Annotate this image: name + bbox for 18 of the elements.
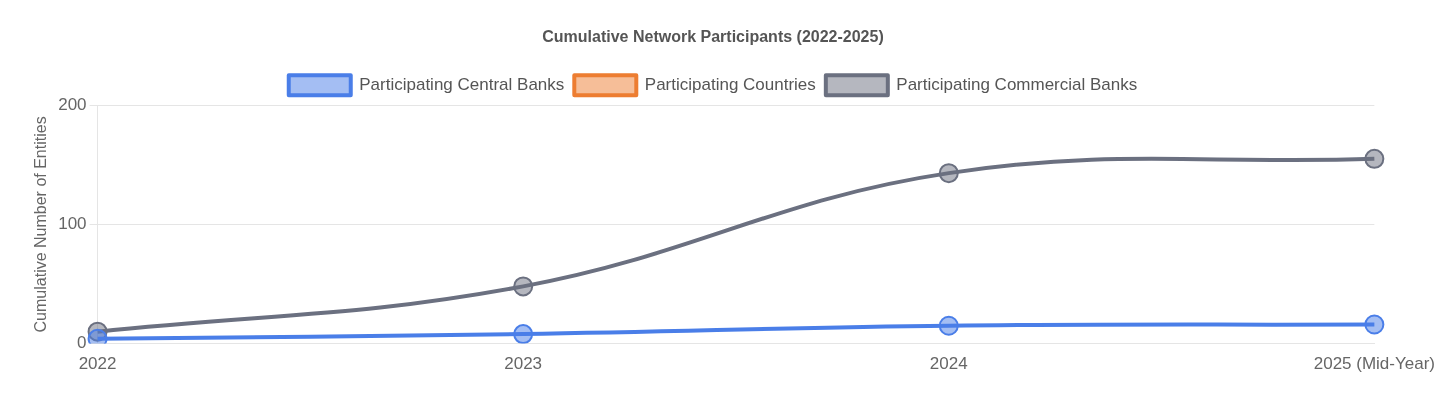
point	[513, 324, 534, 344]
y-tick-label: 200	[58, 94, 87, 114]
x-tick-label: 2023	[504, 354, 543, 374]
point	[1364, 148, 1385, 169]
y-tick-label: 0	[77, 333, 87, 353]
point	[938, 163, 959, 184]
chart-title: Cumulative Network Participants (2022-2025)	[542, 28, 884, 46]
legend-label: Participating Central Banks	[359, 74, 565, 94]
point	[1364, 314, 1385, 335]
x-tick-label: 2025 (Mid-Year)	[1313, 354, 1436, 374]
y-axis-title: Cumulative Number of Entities	[32, 116, 50, 333]
y-tick-label: 100	[58, 214, 87, 234]
legend-label: Participating Countries	[644, 74, 816, 94]
x-tick-label: 2024	[929, 354, 968, 374]
point	[938, 315, 959, 336]
point	[513, 276, 534, 297]
x-tick-label: 2022	[78, 354, 117, 374]
legend-label: Participating Commercial Banks	[896, 74, 1138, 94]
